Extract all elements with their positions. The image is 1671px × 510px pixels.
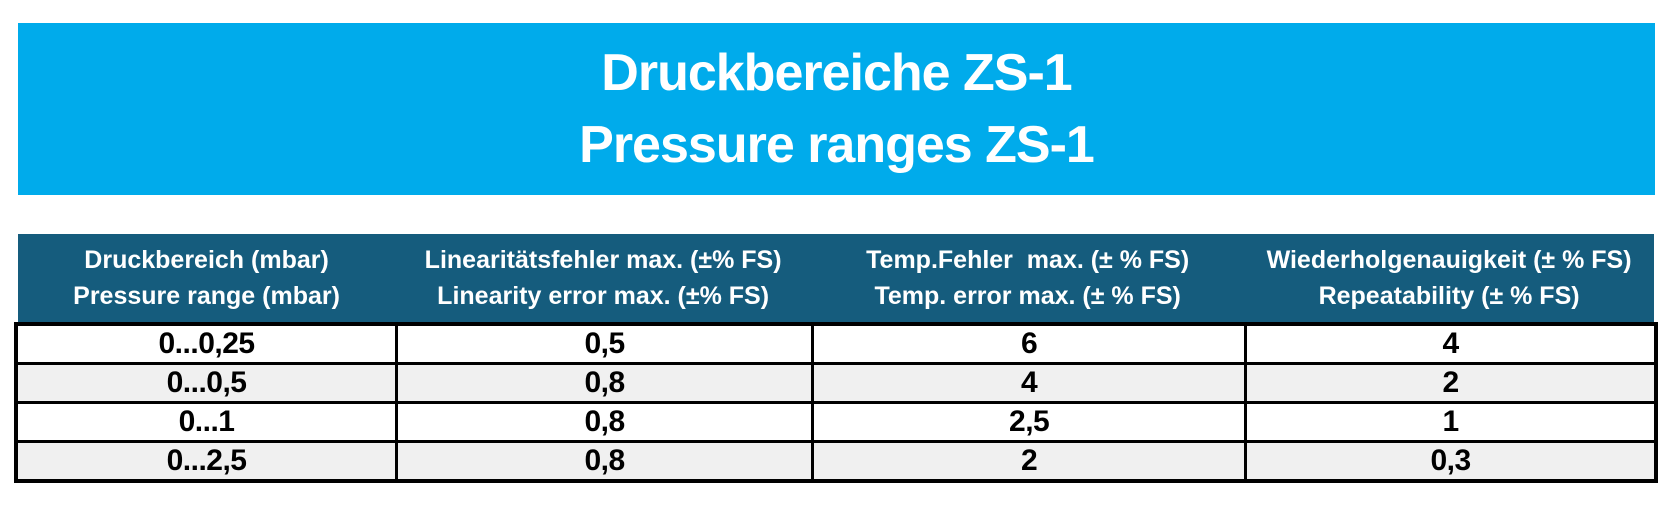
header-line-en: Temp. error max. (± % FS): [874, 282, 1181, 310]
header-line-de: Druckbereich (mbar): [84, 246, 329, 274]
banner-title-en: Pressure ranges ZS-1: [579, 116, 1095, 174]
cell-temp-error: 6: [811, 326, 1244, 362]
header-line-de: Temp.Fehler max. (± % FS): [866, 246, 1190, 274]
cell-temp-error: 4: [811, 365, 1244, 401]
cell-linearity-error: 0,8: [395, 365, 811, 401]
table-body: 0...0,25 0,5 6 4 0...0,5 0,8 4 2 0...1 0…: [14, 322, 1658, 483]
banner-title-de: Druckbereiche ZS-1: [601, 44, 1072, 102]
header-line-en: Pressure range (mbar): [73, 282, 340, 310]
header-line-en: Repeatability (± % FS): [1318, 282, 1580, 310]
cell-linearity-error: 0,8: [395, 443, 811, 479]
header-cell-linearitaetsfehler: Linearitätsfehler max. (±% FS) Linearity…: [395, 234, 811, 322]
cell-pressure-range: 0...0,25: [158, 327, 256, 360]
cell-linearity-error: 0,5: [395, 326, 811, 362]
cell-pressure-range: 0...0,5: [166, 366, 247, 399]
cell-pressure-range: 0...2,5: [166, 444, 247, 477]
cell-temp-error: 2: [811, 443, 1244, 479]
header-cell-druckbereich: Druckbereich (mbar) Pressure range (mbar…: [18, 234, 395, 322]
cell-repeatability: 2: [1244, 365, 1654, 401]
table-row: 0...2,5 0,8 2 0,3: [18, 440, 1654, 479]
table-header-row: Druckbereich (mbar) Pressure range (mbar…: [18, 234, 1654, 322]
table-row: 0...1 0,8 2,5 1: [18, 401, 1654, 440]
table-row: 0...0,5 0,8 4 2: [18, 362, 1654, 401]
header-cell-temp-fehler: Temp.Fehler max. (± % FS) Temp. error ma…: [811, 234, 1244, 322]
cell-temp-error: 2,5: [811, 404, 1244, 440]
cell-linearity-error: 0,8: [395, 404, 811, 440]
header-cell-wiederholgenauigkeit: Wiederholgenauigkeit (± % FS) Repeatabil…: [1244, 234, 1654, 322]
cell-repeatability: 1: [1244, 404, 1654, 440]
pressure-ranges-table: Druckbereich (mbar) Pressure range (mbar…: [14, 234, 1658, 483]
title-banner: Druckbereiche ZS-1 Pressure ranges ZS-1: [18, 23, 1655, 195]
header-line-de: Wiederholgenauigkeit (± % FS): [1266, 246, 1632, 274]
header-line-de: Linearitätsfehler max. (±% FS): [424, 246, 782, 274]
table-row: 0...0,25 0,5 6 4: [18, 326, 1654, 362]
cell-repeatability: 4: [1244, 326, 1654, 362]
cell-pressure-range: 0...1: [178, 405, 235, 438]
header-line-en: Linearity error max. (±% FS): [437, 282, 770, 310]
cell-repeatability: 0,3: [1244, 443, 1654, 479]
